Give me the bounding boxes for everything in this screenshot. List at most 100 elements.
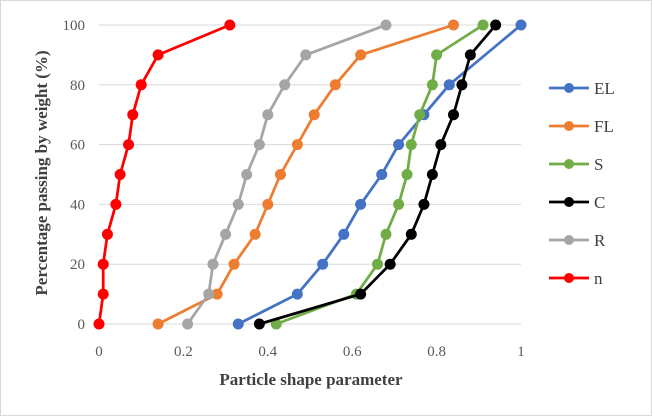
data-point-FL [274, 169, 286, 180]
data-point-n [110, 198, 122, 210]
x-tick-label: 0.4 [258, 344, 277, 360]
data-point-n [127, 109, 139, 121]
legend-item-R: R [549, 231, 606, 250]
data-point-EL [317, 258, 329, 270]
data-point-R [232, 198, 244, 210]
legend-label: C [594, 193, 605, 212]
legend-item-n: n [549, 269, 603, 288]
series-C [253, 19, 502, 330]
data-point-R [279, 79, 291, 91]
legend-item-EL: EL [549, 79, 615, 98]
data-point-C [464, 49, 476, 61]
data-point-FL [447, 19, 459, 31]
legend-item-S: S [549, 155, 603, 174]
data-point-EL [443, 79, 455, 91]
plot-series [93, 19, 527, 330]
data-point-EL [376, 169, 388, 180]
y-tick-label: 100 [63, 18, 86, 34]
data-point-C [426, 169, 438, 180]
legend-marker [564, 273, 574, 283]
data-point-R [182, 318, 194, 330]
data-point-R [262, 109, 274, 121]
gridlines [99, 24, 521, 265]
series-n [93, 19, 236, 330]
data-point-FL [249, 228, 261, 240]
data-point-R [380, 19, 392, 31]
data-point-S [426, 79, 438, 91]
y-tick-label: 0 [78, 317, 86, 333]
data-point-n [135, 79, 147, 91]
data-point-S [477, 19, 489, 31]
data-point-C [435, 139, 447, 151]
data-point-C [456, 79, 468, 91]
data-point-EL [338, 228, 350, 240]
data-point-C [418, 198, 430, 210]
series-line-EL [237, 23, 522, 326]
data-point-n [224, 19, 236, 31]
data-point-EL [232, 318, 244, 330]
legend-label: EL [594, 79, 615, 98]
data-point-n [123, 139, 135, 151]
data-point-n [97, 258, 109, 270]
legend-marker [564, 159, 574, 169]
x-tick-label: 0.6 [343, 344, 362, 360]
legend-marker [564, 121, 574, 131]
data-point-n [114, 169, 126, 180]
data-point-S [401, 169, 413, 180]
x-axis-title: Particle shape parameter [219, 370, 403, 389]
y-tick-label: 80 [70, 78, 85, 94]
data-point-S [380, 228, 392, 240]
data-point-n [101, 228, 113, 240]
x-tick-label: 0.8 [427, 344, 446, 360]
data-point-C [405, 228, 417, 240]
legend-label: R [594, 231, 606, 250]
data-point-R [203, 288, 215, 300]
data-point-FL [152, 318, 164, 330]
data-point-FL [308, 109, 320, 121]
data-point-R [253, 139, 265, 151]
data-point-FL [262, 198, 274, 210]
data-point-S [414, 109, 426, 121]
data-point-R [207, 258, 219, 270]
legend-label: S [594, 155, 603, 174]
y-tick-label: 20 [70, 257, 85, 273]
series-EL [232, 19, 527, 330]
data-point-n [97, 288, 109, 300]
y-axis-title: Percentage passing by weight (%) [32, 50, 51, 295]
data-point-R [220, 228, 232, 240]
data-point-C [384, 258, 396, 270]
legend-marker [564, 235, 574, 245]
data-point-EL [515, 19, 527, 31]
data-point-S [431, 49, 443, 61]
data-point-n [152, 49, 164, 61]
data-point-EL [291, 288, 303, 300]
legend-marker [564, 197, 574, 207]
legend-item-C: C [549, 193, 605, 212]
legend-label: n [594, 269, 603, 288]
data-point-FL [355, 49, 367, 61]
series-line-R [186, 23, 387, 325]
data-point-R [300, 49, 312, 61]
x-tick-label: 0 [95, 344, 103, 360]
data-point-FL [291, 139, 303, 151]
y-tick-label: 60 [70, 138, 85, 154]
series-R [182, 19, 392, 330]
y-tick-label: 40 [70, 197, 85, 213]
data-point-C [490, 19, 502, 31]
data-point-S [405, 139, 417, 151]
data-point-C [447, 109, 459, 121]
legend-item-FL: FL [549, 117, 614, 136]
legend-label: FL [594, 117, 614, 136]
data-point-R [241, 169, 253, 180]
data-point-EL [393, 139, 405, 151]
data-point-FL [228, 258, 240, 270]
data-point-FL [329, 79, 341, 91]
x-tick-label: 0.2 [174, 344, 193, 360]
data-point-C [253, 318, 265, 330]
series-FL [152, 19, 459, 330]
data-point-S [372, 258, 384, 270]
data-point-n [93, 318, 105, 330]
